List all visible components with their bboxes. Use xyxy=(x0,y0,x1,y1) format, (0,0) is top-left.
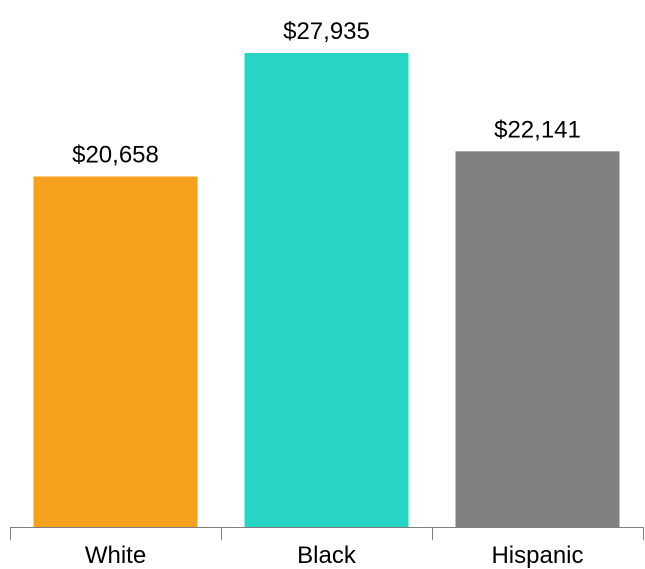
bars-group xyxy=(33,53,620,527)
bar-white xyxy=(33,176,198,527)
bar-hispanic xyxy=(455,151,620,527)
data-label-black: $27,935 xyxy=(283,18,370,45)
x-axis xyxy=(10,527,644,540)
data-label-white: $20,658 xyxy=(72,141,159,168)
bar-black xyxy=(244,53,409,527)
x-tick-label-black: Black xyxy=(297,542,357,569)
data-labels-group: $20,658 $27,935 $22,141 xyxy=(72,18,581,168)
x-tick-label-hispanic: Hispanic xyxy=(491,542,583,569)
x-tick-labels-group: White Black Hispanic xyxy=(85,542,584,569)
x-tick-label-white: White xyxy=(85,542,146,569)
data-label-hispanic: $22,141 xyxy=(494,116,581,143)
